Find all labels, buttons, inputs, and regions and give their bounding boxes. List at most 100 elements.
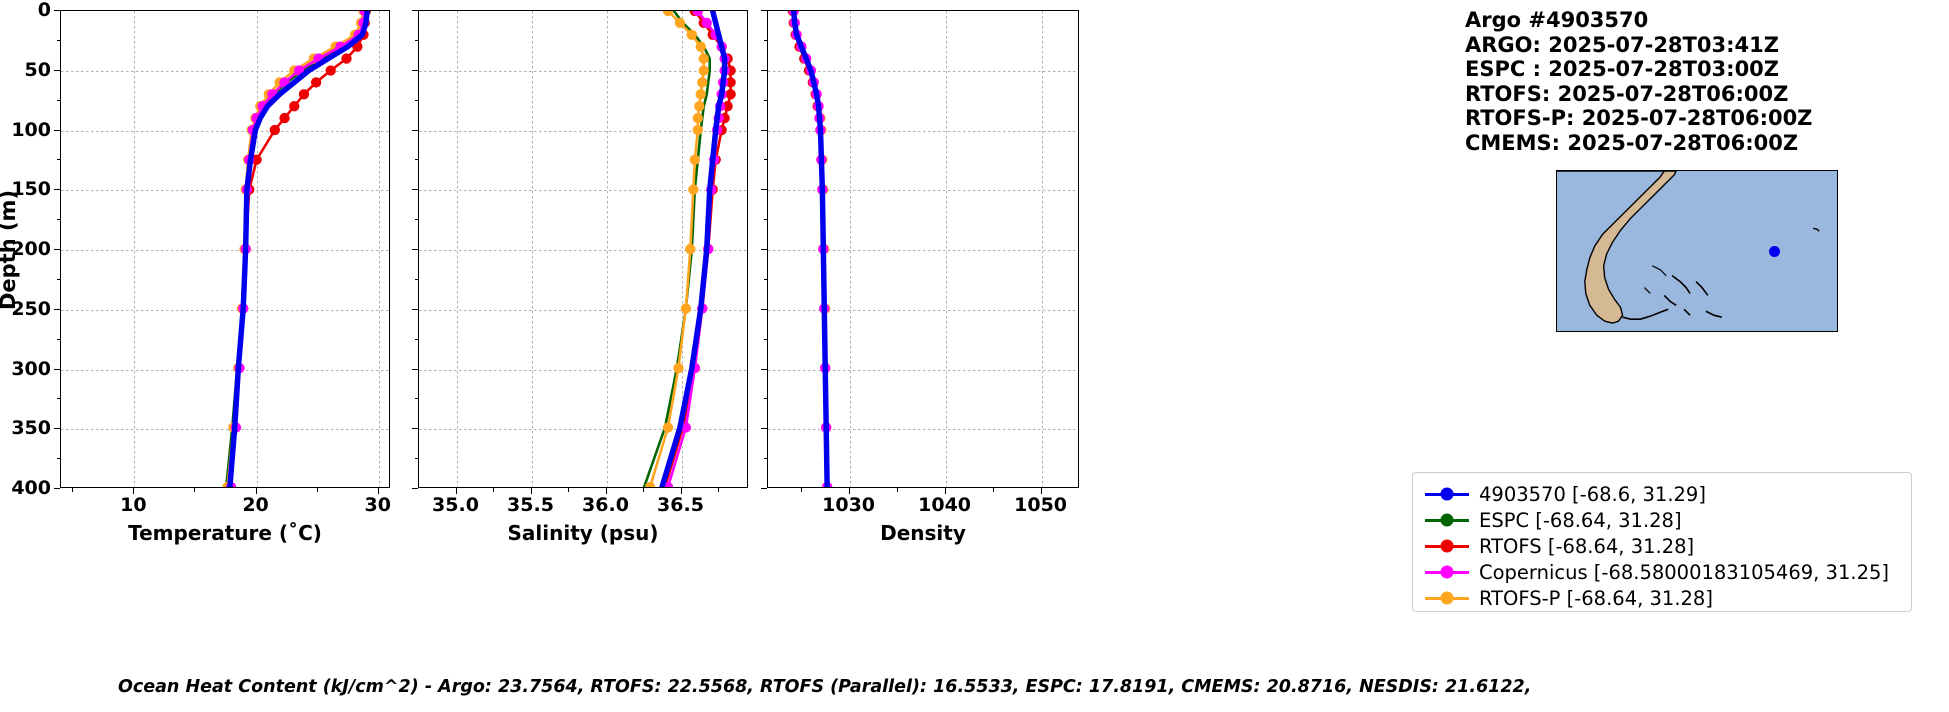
gridline-horizontal <box>419 369 747 371</box>
y-tick <box>54 129 60 131</box>
y-tick-minor <box>414 278 418 280</box>
map-lon-tick <box>1628 331 1630 332</box>
y-tick <box>54 249 60 250</box>
x-tick-minor <box>493 488 494 492</box>
x-tick <box>455 488 457 494</box>
y-tick-minor <box>414 39 418 41</box>
map-lat-tick-minor <box>1556 199 1557 201</box>
land-polygon <box>1557 171 1677 324</box>
y-tick-minor <box>414 99 418 101</box>
cuba-outline <box>1622 308 1669 320</box>
y-tick <box>54 308 60 310</box>
y-tick-minor <box>763 39 767 41</box>
y-tick-minor <box>763 219 767 221</box>
temperature-axis-title: Temperature (˚C) <box>128 521 322 545</box>
y-tick-label: 150 <box>11 178 51 201</box>
legend-item-copernicus[interactable]: Copernicus [-68.58000183105469, 31.25] <box>1425 559 1901 585</box>
y-tick-minor <box>414 398 418 400</box>
gridline-horizontal <box>61 429 389 431</box>
x-tick <box>133 488 135 494</box>
y-tick-minor <box>763 458 767 460</box>
gridline-horizontal <box>61 190 389 192</box>
y-tick-label: 350 <box>11 417 51 440</box>
y-tick-minor <box>414 458 418 460</box>
panel-temperature: 10 20 30 0 50 100 150 200 250 300 350 400 Temperatur… <box>11 0 391 545</box>
x-tick-label: 20 <box>242 494 269 516</box>
gridline-vertical <box>531 11 533 487</box>
y-tick-minor <box>56 219 60 221</box>
panel-salinity: 35.0 35.5 36.0 36.5 Salinity (psu) <box>412 10 748 545</box>
y-tick-label: 100 <box>11 118 51 141</box>
legend-label: 4903570 [-68.6, 31.29] <box>1479 482 1706 506</box>
x-tick-label: 1030 <box>822 494 876 516</box>
legend-item-espc[interactable]: ESPC [-68.64, 31.28] <box>1425 507 1901 533</box>
coastline-detail <box>1643 265 1667 294</box>
y-tick-minor <box>56 39 60 41</box>
map-plot-area[interactable]: 36°N33°N30°N27°N81°W78°W75°W72°W69°W66°W <box>1556 170 1838 332</box>
y-tick <box>54 488 60 489</box>
map-lat-tick-minor <box>1556 256 1557 258</box>
y-tick <box>412 428 418 430</box>
series-marker-rtofs_p <box>692 112 703 124</box>
location-map[interactable]: 36°N33°N30°N27°N81°W78°W75°W72°W69°W66°W <box>1508 170 1838 332</box>
series-line-argo <box>791 11 830 487</box>
temperature-plot-area[interactable] <box>60 10 390 488</box>
map-lon-tick <box>1816 331 1818 332</box>
y-tick-minor <box>414 338 418 340</box>
x-tick-minor <box>718 488 719 492</box>
legend-item-rtofs[interactable]: RTOFS [-68.64, 31.28] <box>1425 533 1901 559</box>
x-tick <box>1040 488 1042 494</box>
bermuda-dot <box>1813 227 1820 232</box>
x-tick <box>255 488 257 494</box>
y-tick-minor <box>56 99 60 101</box>
series-marker-rtofs_p <box>662 422 674 433</box>
gridline-horizontal <box>419 429 747 431</box>
y-tick-minor <box>763 338 767 340</box>
map-lon-tick-minor <box>1753 331 1755 332</box>
map-lon-tick <box>1675 331 1677 332</box>
series-legend: 4903570 [-68.6, 31.29] ESPC [-68.64, 31.2… <box>1412 472 1912 612</box>
legend-swatch-icon <box>1425 538 1469 554</box>
y-tick-minor <box>414 219 418 221</box>
gridline-horizontal <box>768 130 1078 132</box>
map-lon-tick <box>1581 331 1583 332</box>
x-tick-minor <box>800 488 802 492</box>
y-tick <box>54 10 60 11</box>
legend-item-argo[interactable]: 4903570 [-68.6, 31.29] <box>1425 481 1901 507</box>
series-marker-rtofs_p <box>698 65 709 76</box>
map-lon-tick-minor <box>1784 331 1786 332</box>
x-tick-label: 36.5 <box>657 494 704 516</box>
argo-float-marker[interactable] <box>1769 245 1781 257</box>
y-tick-minor <box>763 278 767 280</box>
series-marker-rtofs_p <box>695 41 706 52</box>
y-tick-minor <box>763 398 767 400</box>
series-marker-rtofs_p <box>673 362 684 374</box>
temperature-series-layer <box>222 11 372 487</box>
y-tick-label: 300 <box>11 357 51 380</box>
gridline-horizontal <box>768 190 1078 192</box>
gridline-horizontal <box>768 309 1078 311</box>
y-tick <box>761 129 767 131</box>
map-lat-tick-minor <box>1556 213 1557 215</box>
density-series-layer <box>787 11 833 487</box>
y-tick <box>761 189 767 191</box>
x-tick <box>848 488 850 494</box>
map-lon-tick-minor <box>1596 331 1598 332</box>
salinity-plot-area[interactable] <box>418 10 748 488</box>
y-tick <box>54 69 60 71</box>
map-lon-tick <box>1769 331 1771 332</box>
y-tick-label: 50 <box>24 58 51 81</box>
series-marker-rtofs <box>269 124 280 136</box>
map-lon-tick <box>1722 331 1724 332</box>
legend-item-rtofs_p[interactable]: RTOFS-P [-68.64, 31.28] <box>1425 585 1901 611</box>
x-tick-minor <box>896 488 898 492</box>
y-tick-minor <box>56 278 60 280</box>
gridline-horizontal <box>61 130 389 132</box>
argo-metadata-header: Argo #4903570 ARGO: 2025-07-28T03:41Z ESPC… <box>1465 8 1812 155</box>
density-plot-area[interactable] <box>767 10 1079 488</box>
legend-label: RTOFS-P [-68.64, 31.28] <box>1479 586 1713 610</box>
y-tick-label: 400 <box>11 477 51 499</box>
series-marker-rtofs <box>310 77 322 88</box>
y-tick <box>412 10 418 11</box>
y-tick-minor <box>763 99 767 101</box>
